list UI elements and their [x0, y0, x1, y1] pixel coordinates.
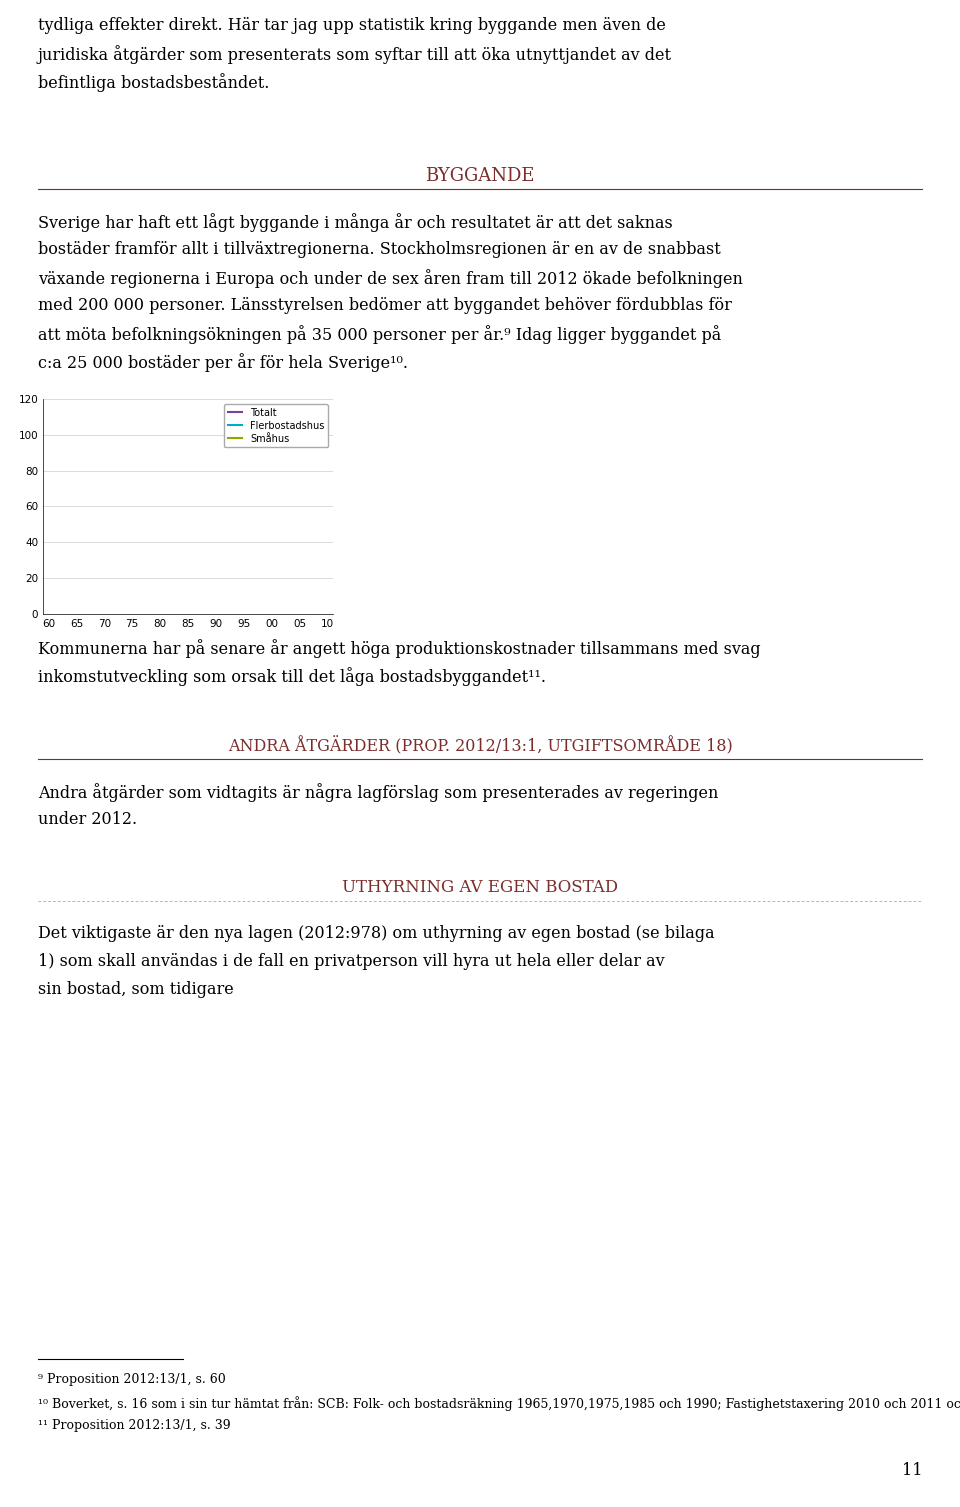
Text: under 2012.: under 2012. [38, 811, 137, 827]
Text: tydliga effekter direkt. Här tar jag upp statistik kring byggande men även de: tydliga effekter direkt. Här tar jag upp… [38, 17, 666, 35]
Text: sin bostad, som tidigare: sin bostad, som tidigare [38, 981, 233, 998]
Text: Kommunerna har på senare år angett höga produktionskostnader tillsammans med sva: Kommunerna har på senare år angett höga … [38, 639, 760, 659]
Text: Andra åtgärder som vidtagits är några lagförslag som presenterades av regeringen: Andra åtgärder som vidtagits är några la… [38, 784, 718, 802]
Text: 11: 11 [901, 1462, 922, 1478]
Text: bostäder framför allt i tillväxtregionerna. Stockholmsregionen är en av de snabb: bostäder framför allt i tillväxtregioner… [38, 241, 721, 258]
Text: ¹⁰ Boverket, s. 16 som i sin tur hämtat från: SCB: Folk- och bostadsräkning 1965: ¹⁰ Boverket, s. 16 som i sin tur hämtat … [38, 1397, 960, 1411]
Text: växande regionerna i Europa och under de sex åren fram till 2012 ökade befolknin: växande regionerna i Europa och under de… [38, 270, 743, 288]
Text: inkomstutveckling som orsak till det låga bostadsbyggandet¹¹.: inkomstutveckling som orsak till det låg… [38, 668, 546, 686]
Legend: Totalt, Flerbostadshus, Småhus: Totalt, Flerbostadshus, Småhus [224, 404, 328, 448]
Text: ¹¹ Proposition 2012:13/1, s. 39: ¹¹ Proposition 2012:13/1, s. 39 [38, 1420, 230, 1433]
Text: Det viktigaste är den nya lagen (2012:978) om uthyrning av egen bostad (se bilag: Det viktigaste är den nya lagen (2012:97… [38, 925, 714, 942]
Text: Sverige har haft ett lågt byggande i många år och resultatet är att det saknas: Sverige har haft ett lågt byggande i mån… [38, 212, 673, 232]
Text: c:a 25 000 bostäder per år för hela Sverige¹⁰.: c:a 25 000 bostäder per år för hela Sver… [38, 353, 408, 372]
Text: 1) som skall användas i de fall en privatperson vill hyra ut hela eller delar av: 1) som skall användas i de fall en priva… [38, 952, 664, 971]
Text: UTHYRNING AV EGEN BOSTAD: UTHYRNING AV EGEN BOSTAD [342, 879, 618, 897]
Text: befintliga bostadsbeståndet.: befintliga bostadsbeståndet. [38, 72, 270, 92]
Text: att möta befolkningsökningen på 35 000 personer per år.⁹ Idag ligger byggandet p: att möta befolkningsökningen på 35 000 p… [38, 326, 721, 344]
Text: ⁹ Proposition 2012:13/1, s. 60: ⁹ Proposition 2012:13/1, s. 60 [38, 1373, 226, 1386]
Text: BYGGANDE: BYGGANDE [425, 167, 535, 185]
Text: juridiska åtgärder som presenterats som syftar till att öka utnyttjandet av det: juridiska åtgärder som presenterats som … [38, 45, 672, 63]
Text: med 200 000 personer. Länsstyrelsen bedömer att byggandet behöver fördubblas för: med 200 000 personer. Länsstyrelsen bedö… [38, 297, 732, 313]
Text: ANDRA ÅTGÄRDER (PROP. 2012/13:1, UTGIFTSOMRÅDE 18): ANDRA ÅTGÄRDER (PROP. 2012/13:1, UTGIFTS… [228, 737, 732, 755]
